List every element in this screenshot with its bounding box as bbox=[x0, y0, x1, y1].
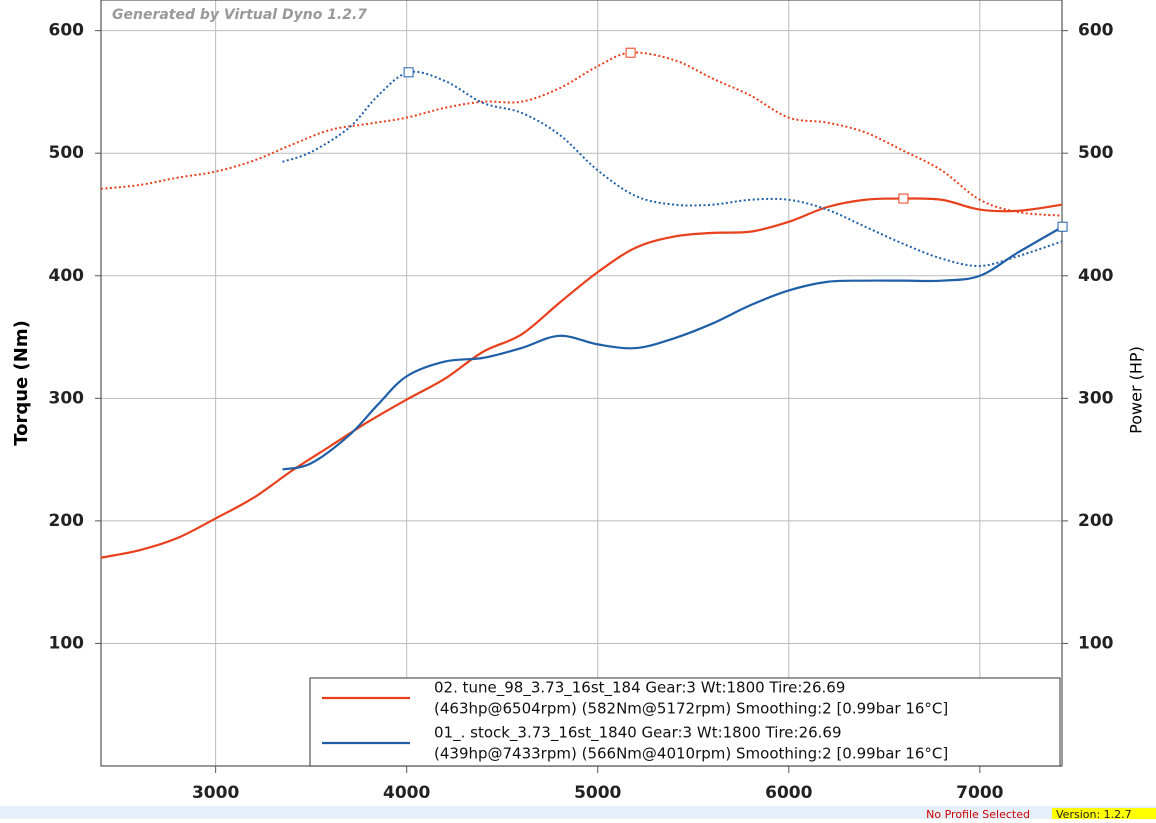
peak-marker bbox=[403, 67, 414, 78]
series-line bbox=[282, 225, 1064, 471]
y-tick-label: 200 bbox=[49, 511, 85, 531]
x-tick-label: 3000 bbox=[192, 783, 239, 803]
y-tick-label: 500 bbox=[49, 143, 85, 163]
y-tick-label: 400 bbox=[49, 266, 85, 286]
legend-text: (439hp@7433rpm) (566Nm@4010rpm) Smoothin… bbox=[434, 745, 948, 763]
legend-text: 02. tune_98_3.73_16st_184 Gear:3 Wt:1800… bbox=[434, 679, 845, 698]
status-version: Version: 1.2.7 bbox=[1056, 808, 1132, 819]
x-tick-label: 4000 bbox=[383, 783, 430, 803]
credit: Generated by Virtual Dyno 1.2.7 bbox=[112, 7, 367, 23]
legend-text: 01_. stock_3.73_16st_1840 Gear:3 Wt:1800… bbox=[434, 724, 842, 743]
peak-marker bbox=[1057, 221, 1068, 232]
y2-tick-label: 500 bbox=[1078, 143, 1114, 163]
y2-axis-label: Power (HP) bbox=[1127, 346, 1146, 434]
legend-text: (463hp@6504rpm) (582Nm@5172rpm) Smoothin… bbox=[434, 700, 948, 718]
y-tick-label: 600 bbox=[49, 21, 85, 41]
x-tick-label: 5000 bbox=[574, 783, 621, 803]
peak-marker bbox=[625, 47, 636, 58]
peak-marker bbox=[898, 193, 909, 204]
y-axis-label: Torque (Nm) bbox=[11, 320, 32, 446]
y2-tick-label: 100 bbox=[1078, 633, 1114, 653]
y2-tick-label: 400 bbox=[1078, 266, 1114, 286]
x-tick-label: 6000 bbox=[765, 783, 812, 803]
y2-tick-label: 600 bbox=[1078, 21, 1114, 41]
y2-tick-label: 200 bbox=[1078, 511, 1114, 531]
series-line bbox=[282, 70, 1063, 267]
status-profile: No Profile Selected bbox=[926, 808, 1030, 819]
status-bar bbox=[0, 806, 1156, 819]
y2-tick-label: 300 bbox=[1078, 388, 1114, 408]
series-line bbox=[100, 51, 1063, 217]
x-tick-label: 7000 bbox=[956, 783, 1003, 803]
y-tick-label: 300 bbox=[49, 388, 85, 408]
legend-box bbox=[309, 677, 1061, 767]
version-highlight bbox=[1052, 808, 1156, 819]
y-tick-label: 100 bbox=[49, 633, 85, 653]
